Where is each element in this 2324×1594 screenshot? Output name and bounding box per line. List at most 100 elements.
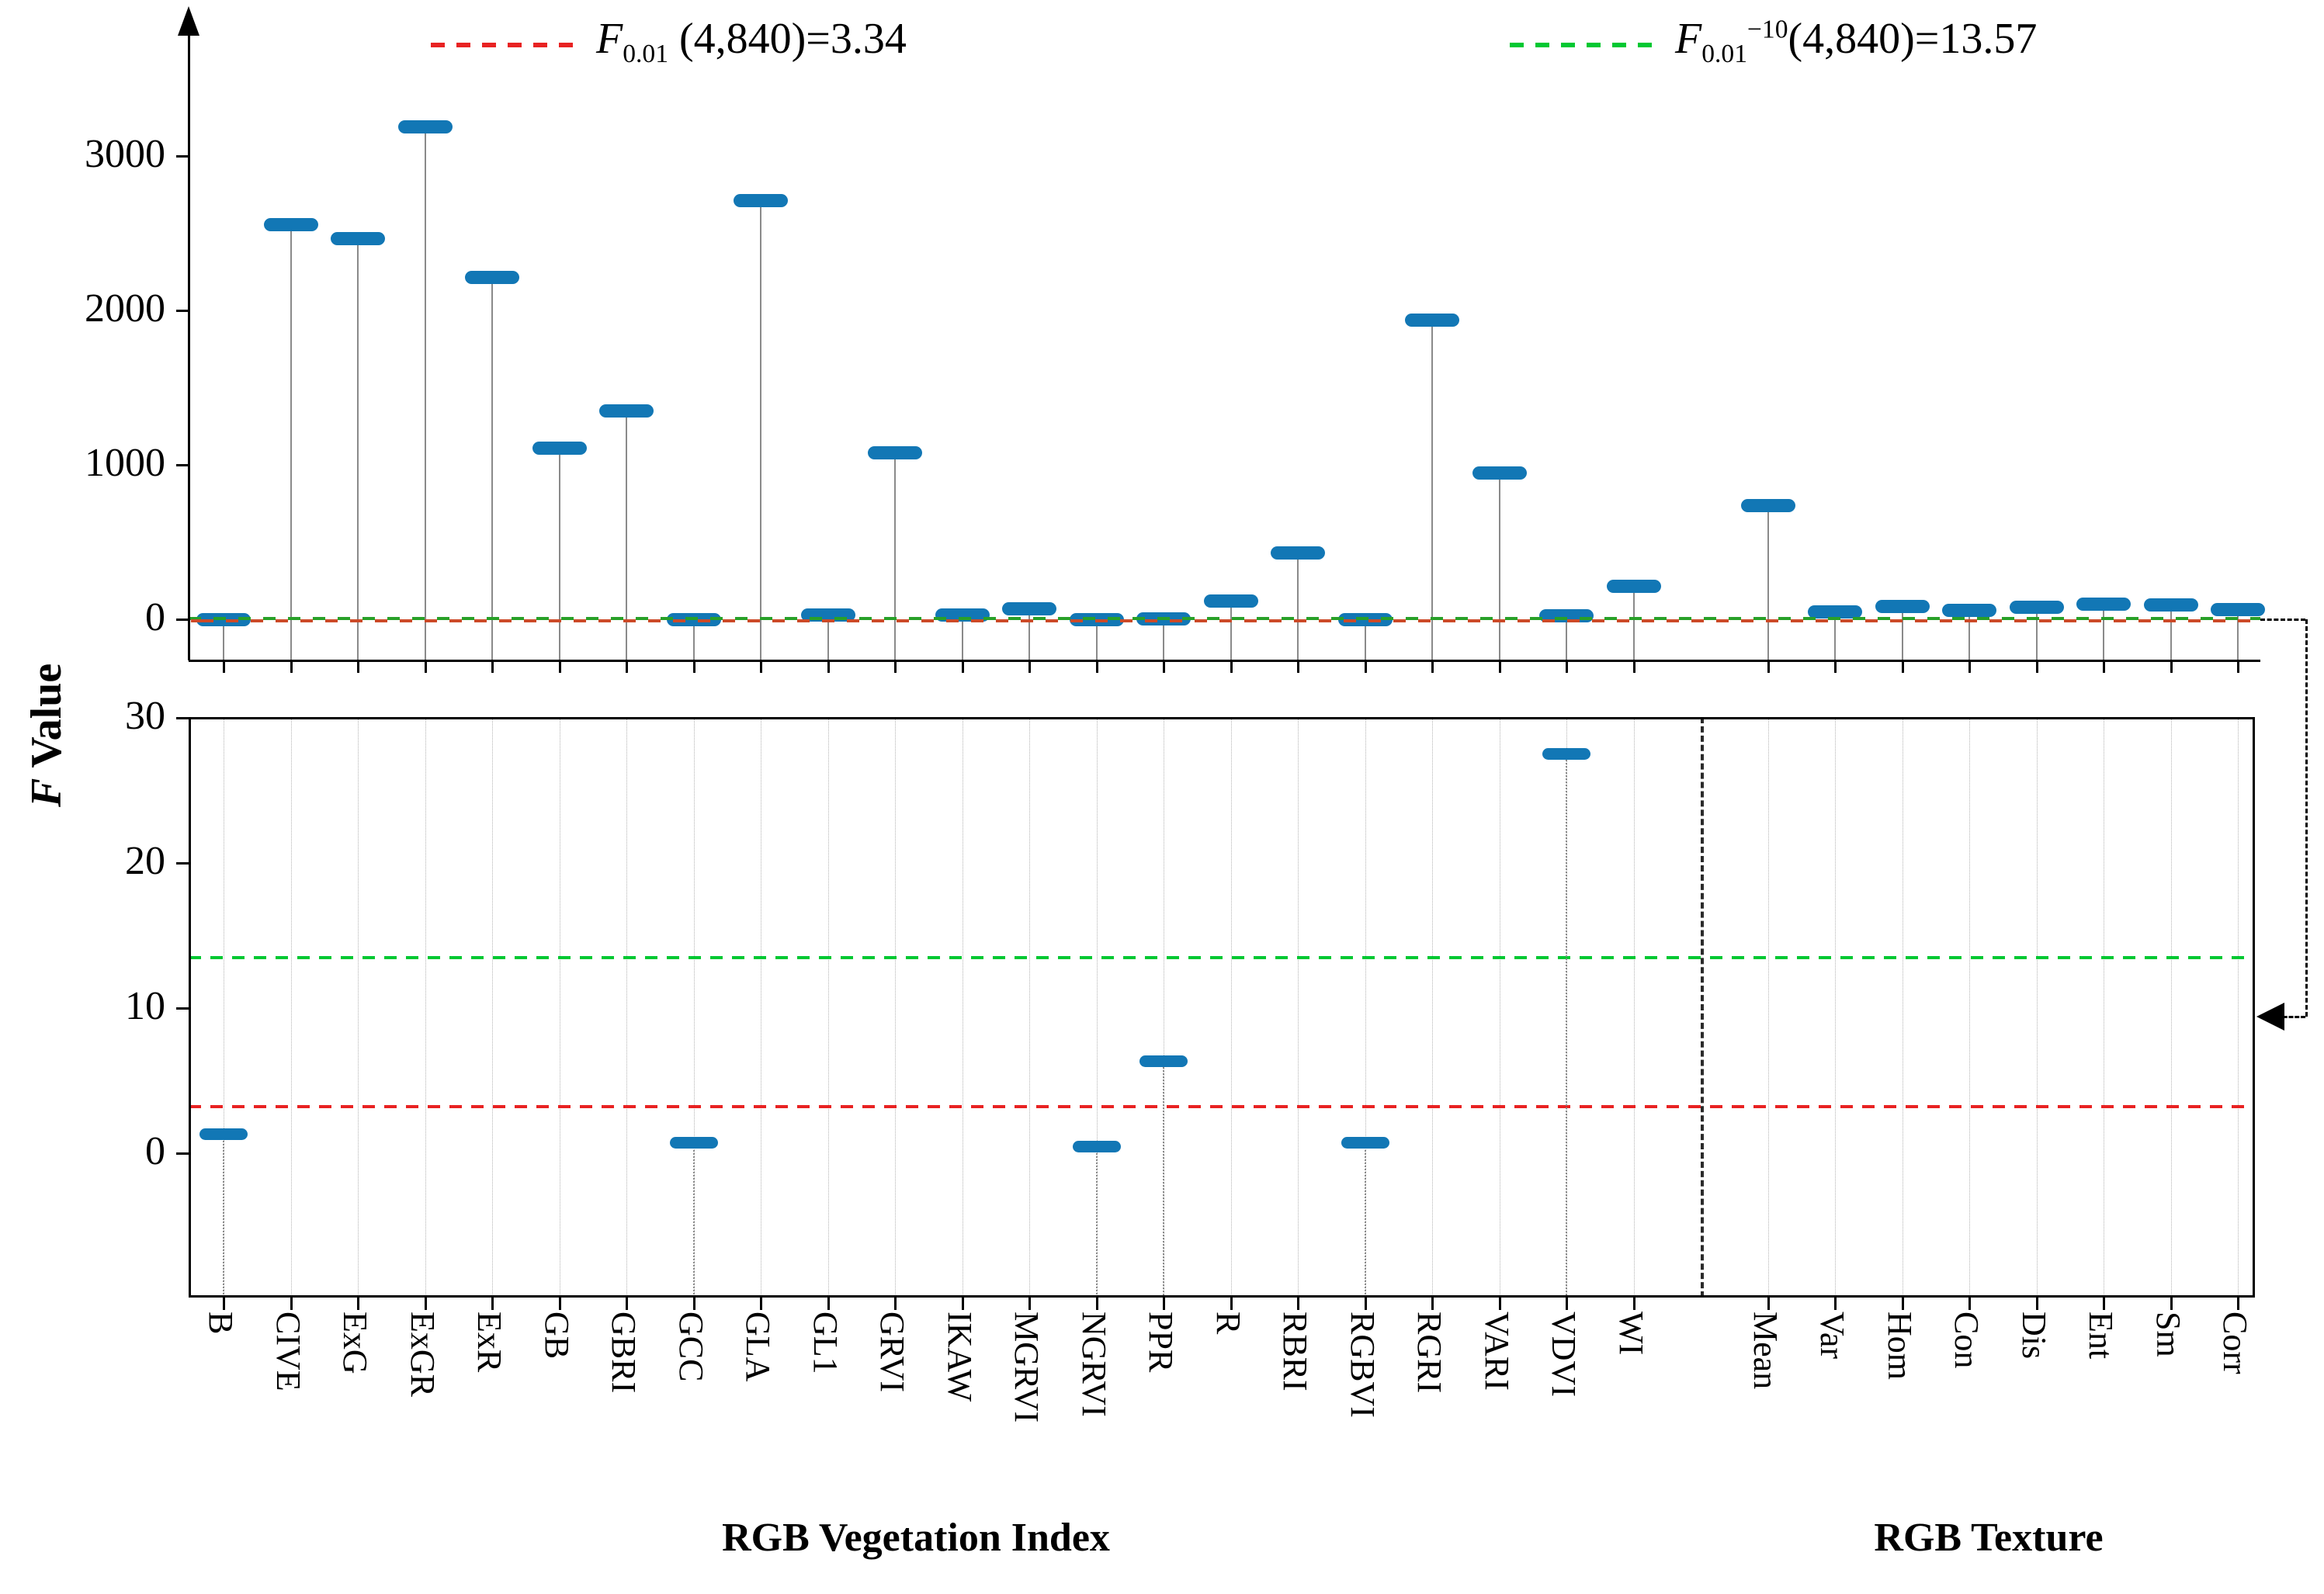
top-y-tick-1000 [176, 464, 189, 466]
gridline-RGRI [1432, 717, 1433, 1298]
top-stem-GLA [760, 206, 761, 660]
top-marker-Ent [2076, 598, 2131, 612]
index-texture-divider-line [1701, 717, 1704, 1298]
top-axis-tick-Ent [2103, 660, 2105, 673]
bottom-stem-VDVI [1566, 754, 1567, 1298]
bottom-axis-tick-PPR [1163, 1298, 1165, 1310]
gridline-GL1 [827, 717, 829, 1298]
category-label-CIVE: CIVE [269, 1312, 307, 1391]
top-axis-tick-RGBVI [1364, 660, 1367, 673]
top-zero-line-red-dashes [189, 619, 2260, 622]
bottom-axis-tick-RGRI [1431, 1298, 1434, 1310]
top-axis-tick-VDVI [1566, 660, 1568, 673]
gridline-RGBVI [1365, 717, 1366, 1298]
bottom-axis-tick-Dis [2035, 1298, 2038, 1310]
top-axis-tick-PPR [1163, 660, 1165, 673]
legend-red-dash-sample [431, 43, 578, 47]
top-axis-tick-GB [558, 660, 561, 673]
top-y-tick-label-2000: 2000 [85, 286, 165, 331]
top-marker-RGRI [1405, 313, 1459, 327]
top-marker-R [1203, 594, 1258, 608]
legend-green-dash-sample [1510, 43, 1657, 47]
category-label-Var: Var [1813, 1312, 1851, 1360]
top-y-axis-line [188, 28, 190, 660]
category-label-Sm: Sm [2149, 1312, 2187, 1357]
bottom-y-tick-label-30: 30 [125, 694, 165, 738]
bottom-axis-tick-Hom [1901, 1298, 1904, 1310]
bottom-axis-tick-ExGR [424, 1298, 427, 1310]
legend-red-sub: 0.01 [623, 40, 668, 69]
top-x-axis-line [189, 660, 2260, 662]
bottom-axis-tick-GL1 [827, 1298, 830, 1310]
bottom-marker-RGBVI [1341, 1136, 1389, 1149]
category-label-GRVI: GRVI [873, 1312, 911, 1393]
top-marker-Dis [2009, 601, 2064, 615]
top-axis-tick-MGRVI [1028, 660, 1031, 673]
top-marker-Sm [2143, 598, 2198, 612]
top-axis-tick-IKAW [961, 660, 964, 673]
green-threshold-line-13-57 [189, 956, 2255, 960]
top-stem-Dis [2035, 613, 2038, 660]
top-marker-GB [532, 442, 587, 456]
gridline-Mean [1767, 717, 1769, 1298]
category-label-VARI: VARI [1477, 1312, 1516, 1391]
top-marker-MGRVI [1002, 602, 1056, 616]
gridline-R [1230, 717, 1232, 1298]
category-label-RGBVI: RGBVI [1343, 1312, 1382, 1418]
category-label-Ent: Ent [2082, 1312, 2120, 1360]
top-axis-tick-NGRVI [1095, 660, 1098, 673]
top-y-tick-label-1000: 1000 [85, 441, 165, 485]
gridline-Con [1969, 717, 1970, 1298]
bottom-panel-border [189, 717, 2255, 1298]
category-label-NGRVI: NGRVI [1074, 1312, 1113, 1417]
top-axis-tick-Sm [2170, 660, 2173, 673]
bottom-y-tick-label-10: 10 [125, 984, 165, 1028]
top-marker-ExG [331, 232, 385, 246]
top-marker-GBRI [599, 404, 654, 418]
gridline-Corr [2238, 717, 2239, 1298]
top-axis-tick-GCC [692, 660, 695, 673]
gridline-CIVE [290, 717, 292, 1298]
top-stem-ExGR [424, 133, 426, 660]
category-label-GB: GB [537, 1312, 576, 1360]
bottom-axis-tick-Ent [2103, 1298, 2105, 1310]
top-stem-GRVI [894, 459, 896, 660]
bottom-axis-tick-GLA [760, 1298, 762, 1310]
legend-red-F: F [596, 15, 623, 63]
top-stem-RBRI [1297, 559, 1299, 660]
category-label-IKAW: IKAW [940, 1312, 979, 1402]
red-threshold-line-3-34 [189, 1104, 2255, 1108]
top-axis-tick-GLA [760, 660, 762, 673]
category-label-RGRI: RGRI [1410, 1312, 1448, 1394]
category-label-B: B [202, 1312, 240, 1335]
bottom-axis-tick-B [223, 1298, 225, 1310]
top-marker-Hom [1875, 600, 1930, 614]
bottom-stem-RGBVI [1364, 1142, 1366, 1298]
gridline-GBRI [626, 717, 627, 1298]
category-label-RBRI: RBRI [1276, 1312, 1314, 1391]
top-marker-Mean [1740, 498, 1795, 512]
bottom-marker-VDVI [1542, 747, 1590, 760]
gridline-RBRI [1298, 717, 1299, 1298]
top-stem-MGRVI [1028, 615, 1030, 660]
category-label-GL1: GL1 [806, 1312, 845, 1374]
top-stem-VARI [1498, 478, 1500, 660]
x-axis-title-vegetation: RGB Vegetation Index [722, 1516, 1110, 1560]
top-stem-GBRI [626, 417, 627, 660]
top-axis-tick-RBRI [1297, 660, 1299, 673]
gridline-Dis [2036, 717, 2038, 1298]
bottom-y-tick-0 [176, 1152, 189, 1155]
top-marker-RBRI [1271, 546, 1325, 560]
top-stem-PPR [1163, 624, 1164, 660]
gridline-MGRVI [1029, 717, 1030, 1298]
bottom-axis-tick-Con [1968, 1298, 1971, 1310]
top-marker-Var [1808, 605, 1862, 619]
bottom-axis-tick-IKAW [961, 1298, 964, 1310]
gridline-Sm [2170, 717, 2172, 1298]
top-axis-tick-Con [1968, 660, 1971, 673]
top-stem-RGBVI [1364, 625, 1366, 660]
top-axis-tick-ExR [491, 660, 494, 673]
top-stem-Mean [1767, 511, 1769, 660]
top-axis-tick-ExG [357, 660, 359, 673]
bottom-axis-tick-RGBVI [1364, 1298, 1367, 1310]
